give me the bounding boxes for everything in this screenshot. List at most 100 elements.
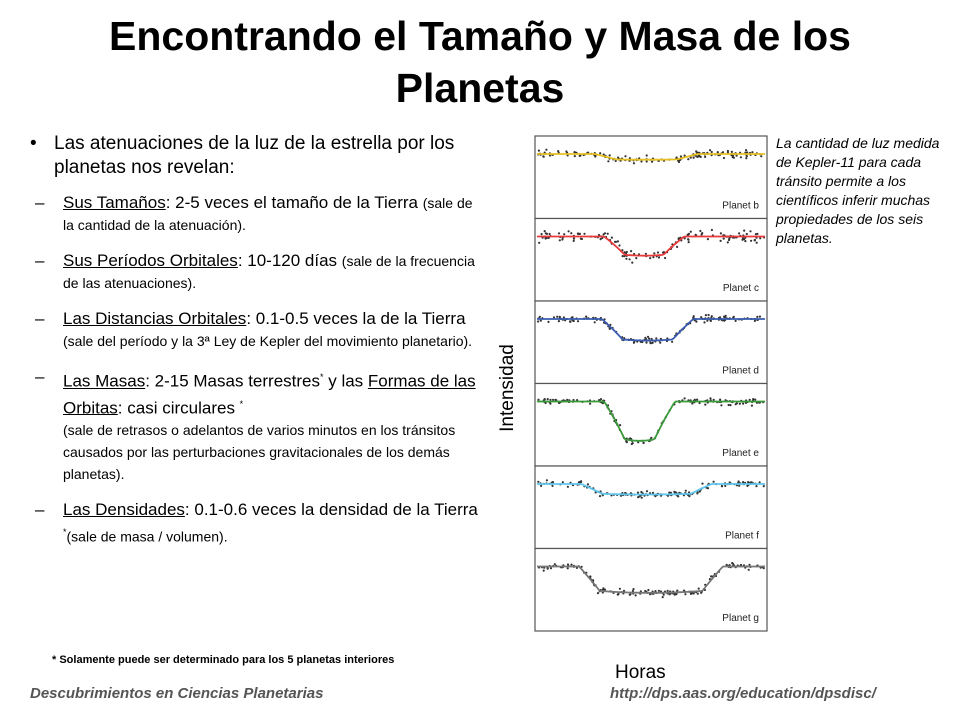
planet-f-panel bbox=[534, 465, 768, 550]
planet-c-point bbox=[727, 238, 731, 242]
sub-item-masses: – Las Masas: 2-15 Masas terrestres* y la… bbox=[30, 366, 485, 485]
footer-left: Descubrimientos en Ciencias Planetarias bbox=[30, 685, 324, 702]
planet-c-point bbox=[676, 245, 679, 248]
planet-c-point bbox=[614, 240, 618, 243]
planet-g-point bbox=[618, 587, 622, 590]
planet-b-point bbox=[645, 154, 648, 157]
distances-label: Las Distancias Orbitales bbox=[63, 309, 247, 328]
planet-b-point bbox=[726, 151, 730, 154]
planet-c-point bbox=[601, 236, 604, 240]
planet-g-point bbox=[700, 591, 703, 594]
planet-b-point bbox=[721, 151, 725, 154]
planet-c-point bbox=[683, 237, 686, 240]
planet-e-point bbox=[734, 403, 737, 406]
planet-d-point bbox=[734, 319, 737, 322]
planet-g-point bbox=[661, 596, 664, 599]
planet-b-point bbox=[677, 160, 681, 164]
planet-e-point bbox=[619, 424, 622, 427]
planet-g-point bbox=[570, 563, 573, 566]
sub-list: – Sus Tamaños: 2-5 veces el tamaño de la… bbox=[30, 192, 485, 548]
planet-b-point bbox=[640, 160, 643, 163]
planet-f-point bbox=[698, 490, 701, 493]
planet-g-point bbox=[731, 562, 734, 565]
planet-d-point bbox=[709, 319, 713, 322]
planet-b-point bbox=[542, 155, 545, 158]
sizes-label: Sus Tamaños bbox=[63, 193, 166, 212]
planet-b-point bbox=[722, 156, 726, 160]
masses-text: : 2-15 Masas terrestres bbox=[145, 371, 320, 391]
periods-note: (sale de la frecuencia de las atenuacion… bbox=[63, 253, 475, 291]
planet-b-point bbox=[651, 160, 654, 163]
planet-e-point bbox=[683, 397, 686, 400]
planet-b-point bbox=[602, 153, 605, 156]
planet-c-point bbox=[543, 230, 546, 233]
planet-d-point bbox=[655, 337, 658, 340]
planet-d-point bbox=[569, 320, 572, 323]
planet-e-point bbox=[544, 401, 547, 405]
planet-f-point bbox=[738, 484, 741, 487]
planet-c-curve bbox=[537, 235, 765, 257]
planet-c-point bbox=[741, 237, 745, 240]
planet-e-point bbox=[720, 404, 723, 407]
planet-c-point bbox=[538, 241, 541, 244]
planet-g-point bbox=[662, 593, 665, 596]
planet-d-point bbox=[576, 320, 580, 323]
planet-c-point bbox=[649, 257, 652, 260]
planet-e-point bbox=[742, 402, 745, 405]
planet-e-point bbox=[727, 403, 730, 407]
planet-e-point bbox=[549, 398, 552, 401]
planet-f-point bbox=[712, 480, 715, 483]
planet-g-point bbox=[589, 575, 592, 578]
planet-b-point bbox=[731, 154, 735, 157]
planet-g-point bbox=[654, 590, 657, 593]
planet-f-point bbox=[580, 480, 583, 483]
densities-star: * bbox=[63, 527, 67, 538]
planet-b-point bbox=[683, 154, 686, 157]
planet-f-point bbox=[746, 484, 749, 487]
planet-c-point bbox=[687, 238, 690, 241]
planet-g-point bbox=[725, 563, 728, 567]
planet-g-curve bbox=[537, 565, 765, 594]
planet-d-point bbox=[556, 315, 559, 318]
dash: – bbox=[35, 251, 45, 270]
planet-c-point bbox=[628, 258, 631, 261]
planet-c-point bbox=[677, 237, 680, 240]
planet-c-point bbox=[557, 232, 561, 235]
planet-c-point bbox=[616, 240, 620, 243]
planet-e-point bbox=[630, 442, 633, 446]
sizes-text: : 2-5 veces el tamaño de la Tierra bbox=[165, 193, 423, 212]
planet-d-point bbox=[585, 315, 588, 318]
planet-b-point bbox=[696, 155, 699, 158]
orbits-label: Formas de las Orbitas bbox=[63, 371, 476, 418]
main-bullet: • Las atenuaciones de la luz de la estre… bbox=[30, 132, 485, 180]
planet-c-point bbox=[623, 255, 626, 258]
planet-b-point bbox=[704, 155, 707, 158]
planet-c-point bbox=[745, 232, 748, 236]
planet-b-point bbox=[628, 157, 632, 160]
planet-c-point bbox=[630, 250, 633, 253]
planet-c-point bbox=[699, 229, 702, 233]
planet-f-point bbox=[684, 489, 687, 492]
planet-c-point bbox=[583, 232, 586, 235]
planet-e-point bbox=[696, 398, 699, 401]
planet-g-point bbox=[647, 588, 650, 592]
planet-e-point bbox=[693, 398, 696, 401]
planet-c-point bbox=[572, 239, 575, 242]
planet-f-point bbox=[578, 481, 581, 484]
planet-d-point bbox=[649, 342, 653, 345]
planet-c-point bbox=[653, 252, 656, 255]
planet-d-point bbox=[558, 315, 561, 318]
bullet-list: • Las atenuaciones de la luz de la estre… bbox=[30, 132, 485, 562]
planet-c-point bbox=[657, 256, 661, 259]
planet-d-point bbox=[756, 315, 759, 318]
planet-f-point bbox=[545, 479, 549, 482]
planet-e-point bbox=[704, 403, 707, 406]
planet-f-point bbox=[601, 494, 604, 497]
planet-d-point bbox=[704, 314, 708, 317]
planet-b-point bbox=[614, 159, 617, 162]
planet-c-point bbox=[545, 236, 548, 240]
planet-g-point bbox=[666, 589, 669, 592]
planet-c-point bbox=[741, 238, 744, 241]
densities-note: (sale de masa / volumen). bbox=[66, 528, 228, 545]
